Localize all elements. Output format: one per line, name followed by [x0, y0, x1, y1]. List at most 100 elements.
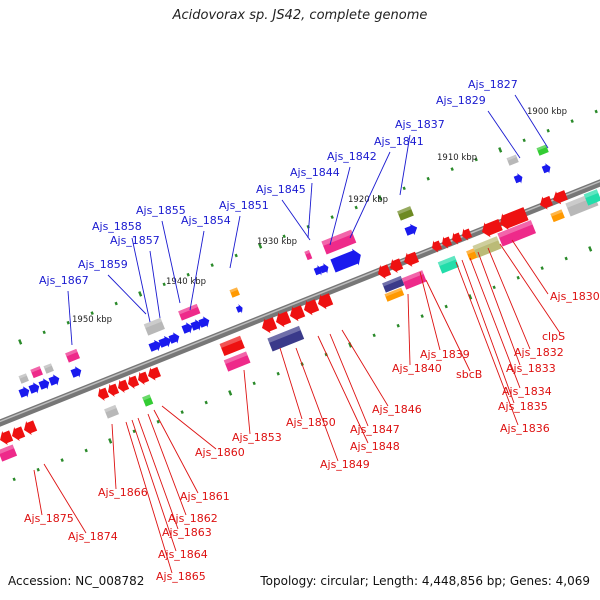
- reverse-gene: [384, 287, 405, 302]
- reverse-leader-line: [243, 369, 251, 435]
- forward-gene: [541, 163, 551, 174]
- scale-tick: [156, 419, 160, 424]
- gene-box-shine: [472, 236, 499, 250]
- gene-arrow-shape: [304, 299, 320, 316]
- forward-gene: [321, 229, 357, 255]
- gene-box-shine: [321, 229, 353, 246]
- reverse-leader-line: [153, 409, 199, 494]
- gene-box-shape: [550, 209, 565, 223]
- scale-tick: [588, 246, 593, 252]
- gene-arrow-shape: [540, 195, 553, 210]
- scale-tick: [354, 205, 358, 210]
- reverse-leader-line: [147, 413, 187, 516]
- reverse-gene-label: Ajs_1849: [320, 458, 370, 471]
- forward-gene-label: Ajs_1842: [327, 150, 377, 163]
- gene-box-shine: [30, 366, 41, 373]
- scale-tick: [474, 157, 478, 162]
- scale-tick: [276, 371, 280, 376]
- forward-gene-label: Ajs_1858: [92, 220, 142, 233]
- scale-tick: [564, 256, 568, 261]
- reverse-gene-label: Ajs_1848: [350, 440, 400, 453]
- forward-leader-line: [229, 215, 241, 269]
- forward-gene: [506, 154, 519, 166]
- scale-tick: [36, 467, 40, 472]
- gene-box-shape: [43, 363, 54, 374]
- reverse-gene-label: Ajs_1834: [502, 385, 552, 398]
- reverse-gene-label: Ajs_1862: [168, 512, 218, 525]
- gene-arrow-shape: [432, 240, 443, 253]
- scale-tick: [426, 176, 430, 181]
- reverse-gene: [118, 379, 130, 393]
- forward-leader-line: [307, 182, 313, 239]
- scale-tick: [252, 381, 256, 386]
- reverse-gene: [404, 251, 420, 267]
- forward-gene: [143, 317, 165, 336]
- reverse-leader-line: [33, 469, 43, 516]
- forward-leader-line: [67, 290, 73, 346]
- forward-gene-label: Ajs_1851: [219, 199, 269, 212]
- gene-arrow-shape: [138, 371, 150, 385]
- scale-tick: [402, 186, 406, 191]
- gene-box-shape: [466, 248, 478, 261]
- gene-box-shape: [0, 444, 18, 462]
- reverse-gene: [382, 275, 405, 293]
- reverse-gene: [219, 335, 245, 357]
- reverse-gene: [318, 293, 334, 310]
- kbp-label: 1940 kbp: [166, 277, 206, 287]
- gene-arrow-shape: [404, 251, 420, 267]
- scale-tick: [12, 477, 16, 482]
- reverse-leader-line: [455, 261, 519, 426]
- reverse-gene: [108, 383, 120, 397]
- gene-box-shape: [267, 325, 305, 352]
- reverse-gene: [462, 228, 473, 241]
- forward-gene: [168, 332, 180, 344]
- scale-tick: [258, 243, 263, 249]
- gene-box-shine: [267, 325, 301, 343]
- forward-gene-label: Ajs_1827: [468, 78, 518, 91]
- gene-arrow-shape: [378, 264, 392, 279]
- gene-arrow-shape: [0, 430, 14, 445]
- reverse-gene-label: Ajs_1866: [98, 486, 148, 499]
- reverse-gene-label: Ajs_1865: [156, 570, 206, 583]
- gene-box-shape: [219, 335, 245, 357]
- scale-tick: [204, 400, 208, 405]
- gene-arrow-shape: [38, 378, 50, 390]
- scale-tick: [396, 323, 400, 328]
- forward-gene-label: Ajs_1837: [395, 118, 445, 131]
- gene-box-shine: [401, 270, 424, 283]
- reverse-leader-line: [487, 247, 531, 350]
- reverse-gene: [472, 236, 502, 259]
- forward-gene: [181, 322, 193, 334]
- scale-tick: [108, 438, 113, 444]
- forward-gene-label: Ajs_1854: [181, 214, 231, 227]
- gene-arrow-shape: [462, 228, 473, 241]
- forward-leader-line: [329, 166, 351, 246]
- forward-gene: [158, 335, 172, 348]
- gene-arrow-shape: [181, 322, 193, 334]
- gene-arrow-shape: [541, 163, 551, 174]
- forward-leader-line: [487, 110, 521, 159]
- accession-text: Accession: NC_008782: [8, 574, 145, 588]
- gene-box-shape: [506, 154, 519, 166]
- gene-box-shine: [18, 373, 27, 379]
- reverse-gene: [442, 236, 453, 249]
- forward-gene-label: Ajs_1829: [436, 94, 486, 107]
- forward-gene: [28, 382, 40, 394]
- reverse-gene: [583, 189, 600, 206]
- gene-box-shine: [466, 248, 475, 255]
- gene-arrow-shape: [262, 317, 278, 334]
- gene-arrow-shape: [24, 420, 38, 435]
- forward-gene-label: Ajs_1857: [110, 234, 160, 247]
- reverse-gene: [540, 195, 553, 210]
- gene-box-shine: [497, 220, 533, 238]
- gene-arrow-shape: [319, 263, 329, 274]
- gene-box-shape: [229, 287, 240, 298]
- reverse-gene-label: Ajs_1835: [498, 400, 548, 413]
- reverse-gene-label: Ajs_1860: [195, 446, 245, 459]
- gene-arrow-shape: [28, 382, 40, 394]
- gene-box-shine: [384, 287, 403, 297]
- reverse-gene: [437, 255, 459, 274]
- scale-tick: [180, 410, 184, 414]
- forward-gene: [43, 363, 54, 374]
- kbp-label: 1910 kbp: [437, 153, 477, 163]
